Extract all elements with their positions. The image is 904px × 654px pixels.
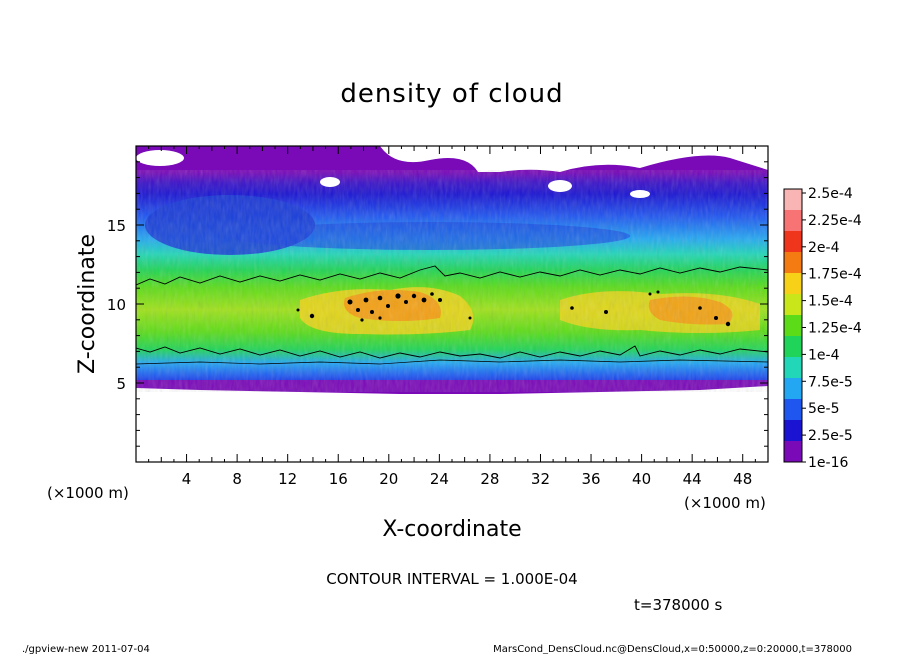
x-axis: 4 8 12 16 20 24 28 32 36 40 44 48 xyxy=(135,146,769,488)
x-tick-label: 28 xyxy=(480,470,499,488)
x-tick-label: 32 xyxy=(531,470,550,488)
colorbar-swatch xyxy=(784,315,802,337)
x-tick-label: 20 xyxy=(379,470,398,488)
colorbar-swatch xyxy=(784,357,802,379)
clear-patch xyxy=(630,190,650,198)
chart-title: density of cloud xyxy=(340,79,563,109)
texture xyxy=(136,170,768,392)
x-tick-label: 40 xyxy=(632,470,651,488)
colorbar-label: 1.25e-4 xyxy=(808,321,862,337)
colorbar-swatch xyxy=(784,420,802,442)
x-tick-label: 12 xyxy=(278,470,297,488)
colorbar-swatch xyxy=(784,189,802,211)
contour-line-lower-2 xyxy=(136,359,768,365)
x-tick-label: 8 xyxy=(232,470,242,488)
x-unit-label: (×1000 m) xyxy=(47,484,129,502)
contour-interval-label: CONTOUR INTERVAL = 1.000E-04 xyxy=(326,570,577,588)
y-axis-label: Z-coordinate xyxy=(75,234,100,374)
colorbar-label: 1.5e-4 xyxy=(808,294,853,310)
clear-sky-top xyxy=(136,146,768,172)
colorbar-label: 7.5e-5 xyxy=(808,374,853,390)
colorbar-swatch xyxy=(784,273,802,295)
footer-left: ./gpview-new 2011-07-04 xyxy=(22,644,150,654)
colorbar-label: 5e-5 xyxy=(808,401,839,417)
clear-patch xyxy=(136,150,184,166)
colorbar-swatch xyxy=(784,231,802,253)
colorbar-swatch xyxy=(784,336,802,358)
contour-line-upper xyxy=(136,265,768,286)
time-label: t=378000 s xyxy=(634,596,722,614)
x-tick-label: 48 xyxy=(733,470,752,488)
colorbar-label: 1e-4 xyxy=(808,347,840,363)
clear-patch xyxy=(320,177,340,187)
colorbar-label: 1.75e-4 xyxy=(808,267,862,283)
x-tick-label: 44 xyxy=(683,470,702,488)
colorbar-label: 1e-16 xyxy=(808,455,848,471)
colorbar-label: 2.25e-4 xyxy=(808,213,862,229)
colorbar-swatch xyxy=(784,378,802,400)
colorbar-swatch xyxy=(784,441,802,463)
y-tick-label: 5 xyxy=(116,375,126,393)
colorbar-swatch xyxy=(784,294,802,316)
contour-blobs xyxy=(296,290,731,327)
x-tick-label: 36 xyxy=(581,470,600,488)
x-tick-label: 16 xyxy=(329,470,348,488)
heatmap-field xyxy=(136,146,768,462)
y-unit-label: (×1000 m) xyxy=(684,494,766,512)
footer-right: MarsCond_DensCloud.nc@DensCloud,x=0:5000… xyxy=(493,644,852,654)
contour-line-lower xyxy=(136,345,768,359)
y-axis: 5 10 15 xyxy=(107,145,768,463)
colorbar-frame xyxy=(783,188,803,463)
colorbar-label: 2.5e-5 xyxy=(808,428,853,444)
colorbar-swatch xyxy=(784,210,802,232)
bottom-edge xyxy=(136,386,768,462)
colorbar-label: 2e-4 xyxy=(808,240,840,256)
colorbar-label: 2.5e-4 xyxy=(808,186,853,202)
y-tick-label: 10 xyxy=(107,296,126,314)
colorbar-swatch xyxy=(784,399,802,421)
colorbar: 1e-16 2.5e-5 5e-5 7.5e-5 1e-4 1.25e-4 1.5e-4 1.… xyxy=(783,186,862,471)
clear-patch xyxy=(548,180,572,192)
y-tick-label: 15 xyxy=(107,217,126,235)
colorbar-swatch xyxy=(784,252,802,274)
x-tick-label: 24 xyxy=(430,470,449,488)
x-tick-label: 4 xyxy=(182,470,192,488)
x-axis-label: X-coordinate xyxy=(382,517,521,542)
